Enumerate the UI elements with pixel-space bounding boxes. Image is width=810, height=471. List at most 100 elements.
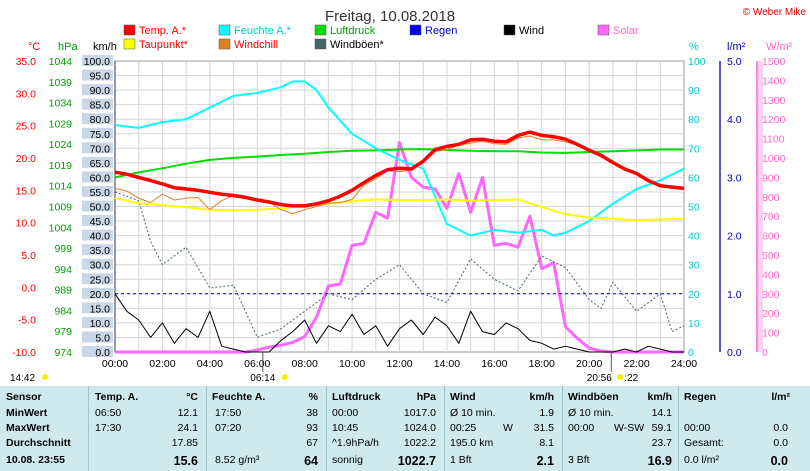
- axis-tick-bg: [82, 113, 113, 125]
- axis-tick-label: 1039: [49, 77, 73, 89]
- axis-unit-label: °C: [28, 41, 40, 53]
- rain-value: 0.0: [770, 454, 788, 468]
- solar-axis-bar: [758, 61, 763, 352]
- gust-value: 23.7: [651, 437, 672, 449]
- axis-tick-label: 5.0: [95, 332, 110, 344]
- legend-label: Windchill: [234, 39, 278, 51]
- stats-row-label: 10.08. 23:55: [6, 454, 65, 466]
- axis-tick-label: 90.0: [90, 85, 111, 97]
- press-value: 1022.2: [403, 437, 436, 449]
- axis-tick-label: 1100: [762, 134, 785, 146]
- axis-tick-label: 60.0: [90, 172, 111, 184]
- temp-value: 17.85: [171, 437, 198, 449]
- sunrise-icon: [281, 374, 288, 380]
- header-gust-unit: km/h: [647, 391, 672, 403]
- legend-label: Feuchte A.*: [234, 25, 292, 37]
- stats-row-label: Durchschnitt: [6, 437, 71, 449]
- legend-label: Temp. A.*: [139, 25, 187, 37]
- hum-time: 17:50: [215, 407, 242, 419]
- wind-info: 195.0 km: [450, 437, 494, 449]
- wind-value: 1.9: [539, 407, 554, 419]
- hum-value: 93: [306, 422, 318, 434]
- axis-tick-bg: [82, 127, 113, 139]
- legend-swatch: [314, 38, 327, 50]
- axis-tick-label: 979: [54, 326, 72, 338]
- axis-tick-bg: [82, 142, 113, 154]
- axis-tick-bg: [82, 215, 113, 227]
- legend-swatch: [597, 24, 610, 36]
- axis-tick-label: 974: [54, 347, 72, 359]
- legend-label: Taupunkt*: [139, 39, 189, 51]
- wind-info: 00:25: [450, 422, 477, 434]
- axis-tick-label: 0.0: [727, 347, 742, 359]
- gust-direction: W-SW: [614, 422, 645, 434]
- axis-tick-label: 1019: [49, 160, 73, 172]
- press-value: 1017.0: [403, 407, 436, 419]
- header-hum-unit: %: [308, 391, 318, 403]
- x-tick-label: 08:00: [292, 358, 318, 370]
- x-tick-label: 16:00: [481, 358, 507, 370]
- axis-tick-bg: [82, 171, 113, 183]
- rain-value: 0.0: [773, 437, 788, 449]
- press-value: 1024.0: [403, 422, 436, 434]
- gust-value: 16.9: [647, 454, 672, 468]
- x-tick-label: 14:00: [434, 358, 460, 370]
- legend-swatch: [123, 38, 136, 50]
- x-tick-label: 22:00: [623, 358, 649, 370]
- axis-tick-bg: [82, 346, 113, 357]
- axis-unit-label: l/m²: [727, 41, 746, 53]
- series-line-wind: [114, 293, 684, 353]
- axis-tick-label: 1004: [49, 222, 73, 234]
- axis-tick-label: 300: [762, 289, 780, 301]
- axis-tick-bg: [82, 229, 113, 241]
- axis-tick-label: 40: [688, 231, 700, 243]
- series-line-feuchte-a: [114, 80, 685, 237]
- legend-swatch: [218, 24, 231, 36]
- axis-unit-label: W/m²: [766, 41, 793, 53]
- axis-tick-label: -5.0: [18, 315, 36, 327]
- series-line-temp-a: [114, 130, 685, 208]
- axis-unit-label: %: [689, 41, 699, 53]
- temp-value: 15.6: [173, 454, 198, 468]
- wind-value: 2.1: [536, 454, 554, 468]
- x-tick-label: 06:00: [244, 358, 270, 370]
- legend-label: Wind: [519, 25, 544, 37]
- header-press-unit: hPa: [416, 391, 436, 403]
- axis-tick-bg: [82, 156, 113, 168]
- header-temp-unit: °C: [186, 391, 198, 403]
- rain-info: 0.0 l/m²: [684, 454, 720, 466]
- axis-tick-bg: [82, 98, 113, 110]
- axis-tick-label: 1034: [49, 98, 73, 110]
- legend-swatch: [123, 24, 136, 36]
- axis-tick-label: 5.0: [21, 250, 36, 262]
- credit-text: © Weber Mike: [743, 7, 807, 18]
- wind-value: 8.1: [539, 437, 554, 449]
- rain-value: 0.0: [773, 422, 788, 434]
- axis-tick-label: 80: [688, 114, 700, 126]
- axis-tick-label: 1300: [762, 95, 786, 107]
- gust-info: 3 Bft: [568, 454, 590, 466]
- axis-tick-label: 10: [688, 318, 700, 330]
- axis-tick-label: 20.0: [90, 289, 111, 301]
- header-press: Luftdruck: [332, 391, 381, 403]
- axis-tick-label: 25.0: [16, 121, 37, 133]
- axis-tick-label: 0.0: [21, 282, 36, 294]
- press-time: 00:00: [332, 407, 359, 419]
- axis-tick-label: 1200: [762, 114, 786, 126]
- axis-tick-label: 1.0: [727, 289, 742, 301]
- temp-time: 06:50: [95, 407, 122, 419]
- gust-info: Ø 10 min.: [568, 407, 614, 419]
- axis-tick-label: 70: [688, 143, 700, 155]
- series-layer: [114, 80, 685, 354]
- legend-label: Windböen*: [330, 39, 385, 51]
- axis-ticks: 35.0 30.0 25.0 20.0 15.0 10.0 5.0 0.0 -5.0 -10.0 1…: [12, 55, 786, 359]
- legend-swatch: [409, 24, 422, 36]
- x-tick-label: 10:00: [339, 358, 365, 370]
- axis-tick-label: 1014: [49, 181, 73, 193]
- axis-tick-label: 45.0: [90, 216, 111, 228]
- chart-title: Freitag, 10.08.2018: [325, 8, 455, 25]
- sun-markers: 14:42 06:14 20:56:22: [10, 352, 639, 384]
- wind-info: Ø 10 min.: [450, 407, 496, 419]
- sunset-label: 20:56: [587, 373, 612, 384]
- axis-tick-label: 1400: [762, 75, 786, 87]
